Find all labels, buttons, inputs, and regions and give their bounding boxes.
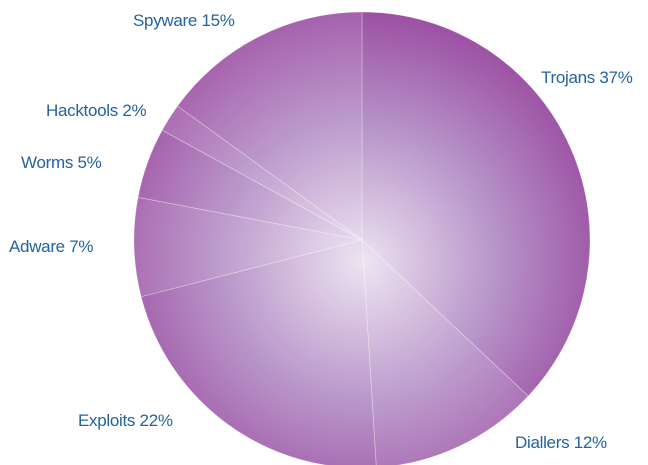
pie-slices [133,11,591,465]
slice-trojans [362,12,590,397]
slice-label-trojans: Trojans 37% [541,68,633,87]
slice-label-diallers: Diallers 12% [515,433,607,452]
slice-label-exploits: Exploits 22% [78,411,173,430]
pie-labels: Trojans 37% Diallers 12% Exploits 22% Ad… [9,11,633,452]
slice-shade-adware [133,196,363,298]
slice-shade-trojans [361,11,591,397]
slice-exploits [141,240,377,465]
slice-shade-worms [137,129,363,241]
slice-diallers [362,240,529,465]
slice-worms [138,130,362,240]
slice-label-adware: Adware 7% [9,237,93,256]
slice-label-hacktools: Hacktools 2% [46,101,147,120]
slice-hacktools [162,105,362,240]
slice-shade-hacktools [161,105,363,241]
slice-shade-spyware [176,11,363,241]
slice-label-worms: Worms 5% [21,153,102,172]
slice-spyware [177,12,362,240]
slice-label-spyware: Spyware 15% [133,11,235,30]
slice-adware [134,197,362,297]
slice-shade-exploits [140,239,377,465]
slice-shade-diallers [361,239,529,465]
